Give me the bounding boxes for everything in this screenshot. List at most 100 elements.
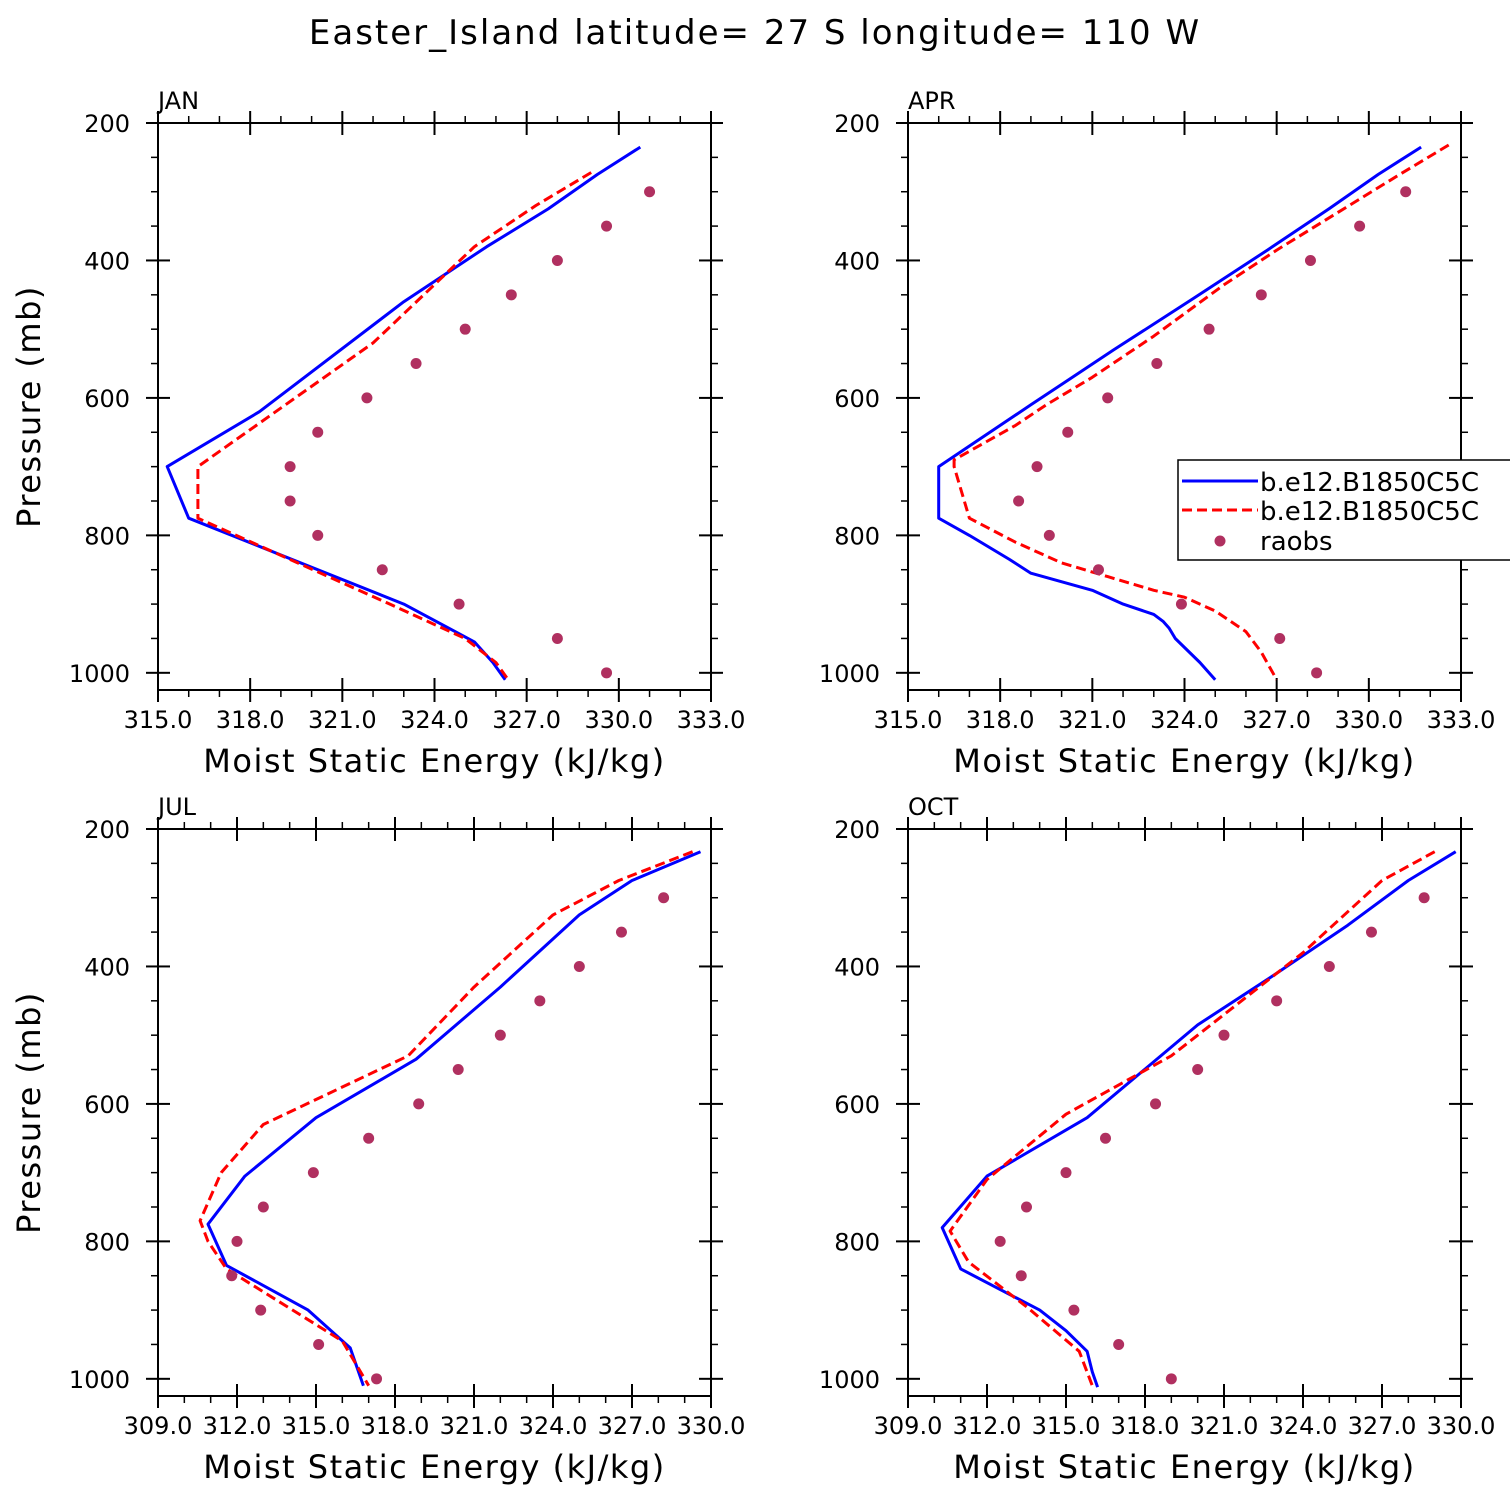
x-tick-label: 330.0 [677,1412,746,1440]
x-tick-label: 330.0 [1334,706,1403,734]
y-tick-label: 400 [84,953,130,981]
x-tick-label: 321.0 [440,1412,509,1440]
raobs-point [615,926,627,938]
y-tick-label: 200 [84,110,130,138]
raobs-point [231,1235,243,1247]
y-tick-label: 600 [84,385,130,413]
y-tick-label: 200 [84,816,130,844]
raobs-point [376,564,388,576]
raobs-point [1354,220,1366,232]
raobs-point [1062,426,1074,438]
legend-label-raobs: raobs [1260,527,1333,557]
raobs-point [601,667,613,679]
raobs-point [551,254,563,266]
raobs-point [312,529,324,541]
x-axis-title: Moist Static Energy (kJ/kg) [203,742,665,780]
plot-frame [157,122,712,691]
x-tick-label: 321.0 [1058,706,1127,734]
raobs-point [573,960,585,972]
raobs-point [410,358,422,370]
raobs-point [1151,358,1163,370]
raobs-point [284,461,296,473]
raobs-point [1060,1167,1072,1179]
model-line-dashed [952,143,1450,681]
model-line-dashed [948,850,1436,1387]
raobs-point [644,186,656,198]
x-tick-label: 309.0 [124,1412,193,1440]
plot-frame [157,828,712,1397]
x-tick-label: 312.0 [953,1412,1022,1440]
raobs-point [994,1235,1006,1247]
plot-frame [907,828,1462,1397]
x-tick-label: 327.0 [598,1412,667,1440]
raobs-point [255,1304,267,1316]
raobs-point [312,426,324,438]
legend-label-model-2: b.e12.B1850C5C [1260,497,1479,527]
model-line-solid [165,145,642,681]
model-line-solid [940,850,1457,1388]
y-tick-label: 600 [84,1091,130,1119]
x-tick-label: 318.0 [966,706,1035,734]
raobs-point [1092,564,1104,576]
raobs-point [1192,1064,1204,1076]
panel-jul: JUL 309.0 312.0 315.0 318.0 321.0 324.0 327.0 33… [10,793,745,1486]
panel-label: APR [908,87,956,115]
series-group [198,850,702,1387]
y-tick-label: 1000 [819,660,880,688]
y-tick-label: 1000 [69,660,130,688]
panel-label: JAN [156,87,199,115]
model-line-dashed [198,850,694,1387]
raobs-point [363,1132,375,1144]
panel-label: JUL [156,793,197,821]
y-tick-label: 800 [834,1228,880,1256]
raobs-point [1015,1270,1027,1282]
legend-label-model-1: b.e12.B1850C5C [1260,468,1479,498]
raobs-point [658,892,670,904]
panel-oct: OCT 309.0 312.0 315.0 318.0 321.0 324.0 327.0 33… [819,793,1495,1486]
raobs-point [505,289,517,301]
raobs-point [459,323,471,335]
y-tick-label: 1000 [69,1366,130,1394]
raobs-point [361,392,373,404]
model-line-solid [206,850,702,1387]
raobs-point [1013,495,1025,507]
x-axis-title: Moist Static Energy (kJ/kg) [203,1448,665,1486]
legend-swatch-dot [1214,535,1226,547]
raobs-point [494,1029,506,1041]
raobs-point [307,1167,319,1179]
x-tick-label: 309.0 [874,1412,943,1440]
raobs-point [452,1064,464,1076]
x-tick-label: 312.0 [203,1412,272,1440]
legend: b.e12.B1850C5C b.e12.B1850C5C raobs [1177,459,1510,561]
raobs-point [1311,667,1323,679]
raobs-point [226,1270,238,1282]
panel-jan: JAN 315.0 318.0 321.0 324.0 327.0 330.0 333.0 20… [10,87,745,780]
raobs-point [257,1201,269,1213]
x-tick-label: 327.0 [492,706,561,734]
raobs-point [1175,598,1187,610]
figure-title: Easter_Island latitude= 27 S longitude= … [309,13,1201,53]
x-tick-label: 324.0 [519,1412,588,1440]
y-tick-label: 800 [834,522,880,550]
raobs-point [1100,1132,1111,1144]
raobs-point [1068,1304,1080,1316]
x-tick-label: 327.0 [1242,706,1311,734]
x-tick-label: 330.0 [1427,1412,1496,1440]
raobs-point [453,598,465,610]
raobs-point [1043,529,1055,541]
y-tick-label: 400 [834,247,880,275]
x-tick-label: 321.0 [308,706,377,734]
y-tick-label: 400 [84,247,130,275]
x-tick-label: 333.0 [1427,706,1496,734]
y-axis-title: Pressure (mb) [10,991,48,1234]
model-line-solid [937,145,1422,681]
raobs-point [1365,926,1377,938]
raobs-point [1021,1201,1032,1213]
series-group [165,145,656,681]
raobs-point [1400,186,1412,198]
x-tick-label: 327.0 [1348,1412,1417,1440]
raobs-point [601,220,613,232]
raobs-point [313,1338,325,1350]
raobs-point [534,995,546,1007]
